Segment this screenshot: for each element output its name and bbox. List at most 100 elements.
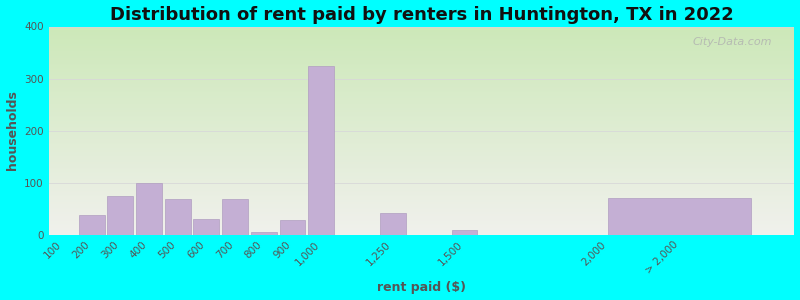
- Bar: [49, 56, 794, 57]
- Bar: [49, 214, 794, 215]
- Bar: [49, 194, 794, 195]
- Bar: [49, 182, 794, 183]
- Bar: [49, 166, 794, 167]
- Bar: [49, 139, 794, 140]
- Bar: [49, 161, 794, 162]
- Bar: [49, 211, 794, 212]
- Bar: [49, 195, 794, 196]
- Bar: [49, 224, 794, 225]
- Bar: [49, 86, 794, 87]
- Bar: [49, 155, 794, 157]
- Bar: [49, 85, 794, 86]
- Bar: [49, 199, 794, 200]
- Bar: [49, 186, 794, 187]
- Bar: [49, 91, 794, 92]
- Bar: [49, 26, 794, 28]
- Bar: [49, 47, 794, 48]
- Bar: [49, 59, 794, 60]
- Bar: [49, 126, 794, 128]
- Bar: [49, 208, 794, 210]
- Bar: [107, 196, 134, 235]
- Bar: [49, 111, 794, 112]
- Bar: [49, 138, 794, 139]
- Bar: [49, 230, 794, 232]
- Bar: [49, 41, 794, 42]
- Bar: [49, 165, 794, 166]
- Bar: [49, 89, 794, 90]
- Bar: [49, 82, 794, 83]
- Bar: [49, 69, 794, 70]
- Bar: [49, 220, 794, 221]
- Bar: [49, 184, 794, 185]
- Bar: [49, 52, 794, 54]
- Bar: [49, 159, 794, 160]
- Bar: [49, 132, 794, 133]
- Bar: [49, 61, 794, 62]
- Bar: [49, 95, 794, 96]
- Bar: [49, 43, 794, 44]
- Bar: [49, 75, 794, 76]
- Bar: [49, 206, 794, 208]
- Bar: [49, 97, 794, 98]
- Bar: [49, 227, 794, 228]
- Bar: [49, 160, 794, 161]
- Bar: [49, 101, 794, 103]
- Bar: [78, 215, 105, 235]
- Bar: [49, 115, 794, 116]
- Bar: [49, 58, 794, 59]
- Bar: [49, 141, 794, 142]
- Bar: [49, 136, 794, 137]
- Bar: [49, 108, 794, 109]
- Bar: [49, 146, 794, 147]
- Bar: [49, 38, 794, 39]
- Bar: [49, 65, 794, 66]
- Bar: [49, 228, 794, 230]
- Bar: [49, 188, 794, 189]
- Bar: [194, 219, 219, 235]
- Y-axis label: households: households: [6, 91, 18, 170]
- Bar: [49, 80, 794, 81]
- Bar: [49, 123, 794, 124]
- Bar: [49, 212, 794, 213]
- Bar: [251, 232, 277, 235]
- Bar: [49, 196, 794, 197]
- X-axis label: rent paid ($): rent paid ($): [377, 281, 466, 294]
- Bar: [49, 163, 794, 164]
- Bar: [49, 31, 794, 32]
- Bar: [49, 81, 794, 82]
- Bar: [49, 150, 794, 152]
- Bar: [49, 74, 794, 75]
- Bar: [49, 203, 794, 204]
- Bar: [49, 98, 794, 99]
- Bar: [49, 99, 794, 101]
- Bar: [49, 144, 794, 145]
- Bar: [49, 189, 794, 190]
- Bar: [49, 197, 794, 198]
- Bar: [165, 199, 190, 235]
- Bar: [49, 223, 794, 224]
- Bar: [49, 109, 794, 110]
- Bar: [452, 230, 478, 235]
- Bar: [49, 48, 794, 50]
- Bar: [49, 135, 794, 136]
- Bar: [49, 222, 794, 223]
- Bar: [49, 171, 794, 172]
- Bar: [49, 219, 794, 220]
- Bar: [49, 143, 794, 144]
- Bar: [49, 174, 794, 175]
- Bar: [49, 226, 794, 227]
- Bar: [49, 149, 794, 150]
- Bar: [49, 117, 794, 118]
- Bar: [49, 154, 794, 155]
- Bar: [49, 79, 794, 80]
- Bar: [49, 106, 794, 108]
- Bar: [49, 198, 794, 199]
- Bar: [49, 221, 794, 222]
- Bar: [49, 50, 794, 52]
- Bar: [49, 147, 794, 148]
- Bar: [49, 168, 794, 169]
- Bar: [49, 92, 794, 93]
- Bar: [49, 216, 794, 217]
- Bar: [308, 65, 334, 235]
- Bar: [49, 225, 794, 226]
